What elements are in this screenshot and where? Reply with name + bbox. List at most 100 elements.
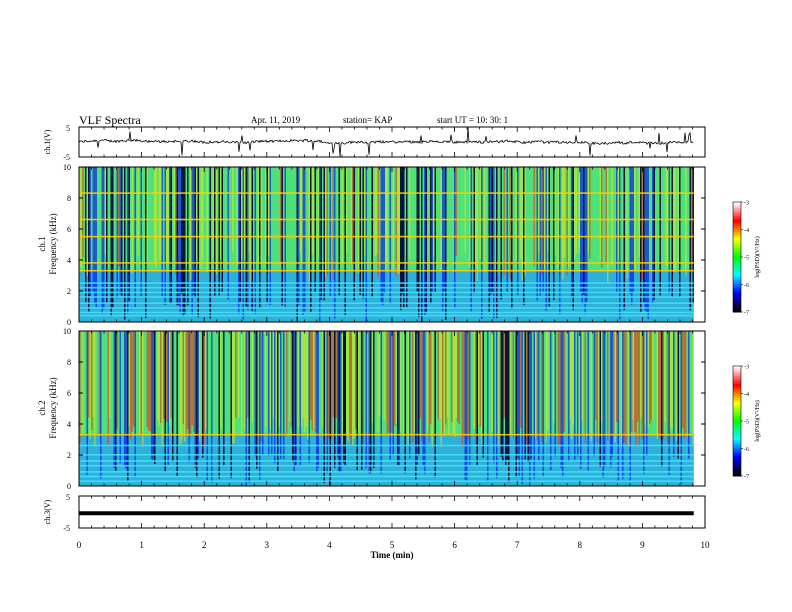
spectrogram-streak bbox=[428, 331, 430, 442]
spectrogram-streak bbox=[425, 167, 427, 314]
spectrogram-streak bbox=[497, 331, 499, 447]
spectrogram-streak bbox=[274, 331, 276, 463]
spectrogram-streak bbox=[475, 167, 477, 266]
spectrogram-streak bbox=[664, 331, 666, 422]
spectrogram-streak bbox=[404, 331, 406, 474]
ch2-spec-ylabel-channel: ch.2 bbox=[37, 400, 47, 415]
spectrogram-streak bbox=[418, 331, 420, 456]
spectrogram-streak bbox=[602, 331, 604, 478]
colorbar-segment bbox=[733, 440, 741, 443]
spectrogram-streak bbox=[106, 167, 108, 303]
colorbar-segment bbox=[733, 416, 741, 419]
colorbar-tick-label: -6 bbox=[744, 447, 749, 453]
colorbar-label: log(PSD)(V²/Hz) bbox=[754, 400, 761, 441]
spectrogram-streak bbox=[545, 167, 547, 311]
colorbar-segment bbox=[733, 268, 741, 271]
spectrogram-streak bbox=[313, 331, 315, 429]
spectrogram-streak bbox=[298, 331, 300, 428]
spectrogram-streak bbox=[227, 167, 229, 300]
spectrogram-streak bbox=[509, 331, 511, 436]
spectrogram-streak bbox=[647, 331, 649, 427]
spectrogram-streak bbox=[271, 331, 273, 456]
spectrogram-streak bbox=[667, 167, 669, 270]
spectrogram-streak bbox=[85, 167, 87, 302]
spectrogram-narrowband-line bbox=[79, 192, 694, 194]
spectrogram-streak bbox=[478, 331, 480, 425]
colorbar-segment bbox=[733, 278, 741, 281]
spectrogram-streak bbox=[614, 331, 616, 443]
spectrogram-streak bbox=[89, 331, 91, 440]
spectrogram-streak bbox=[542, 331, 544, 477]
spectrogram-streak bbox=[508, 331, 510, 483]
colorbar-segment bbox=[733, 436, 741, 439]
spectrogram-streak bbox=[434, 331, 436, 478]
spectrogram-streak bbox=[424, 167, 426, 315]
spectrogram-streak bbox=[475, 331, 477, 445]
spectrogram-streak bbox=[505, 331, 507, 466]
colorbar-tick-label: -5 bbox=[744, 420, 749, 426]
spectrogram-streak bbox=[533, 167, 535, 267]
spectrogram-streak bbox=[359, 167, 361, 295]
spectrogram-streak bbox=[469, 167, 471, 268]
spectrogram-streak bbox=[616, 331, 618, 423]
spectrogram-streak bbox=[170, 167, 172, 303]
spectrogram-streak bbox=[550, 331, 552, 471]
spectrogram-streak bbox=[656, 331, 658, 439]
spectrogram-streak bbox=[352, 167, 354, 264]
spectrogram-streak bbox=[661, 331, 663, 467]
spectrogram-streak bbox=[206, 331, 208, 482]
start-time-label: start UT = 10: 30: 1 bbox=[437, 115, 509, 125]
ytick-label: 10 bbox=[63, 163, 71, 172]
spectrogram-streak bbox=[626, 167, 628, 280]
spectrogram-streak bbox=[104, 167, 106, 254]
spectrogram-streak bbox=[167, 331, 169, 465]
colorbar-tick-label: -3 bbox=[744, 201, 749, 207]
spectrogram-streak bbox=[542, 167, 544, 292]
spectrogram-streak bbox=[454, 331, 456, 437]
spectrogram-streak bbox=[580, 167, 582, 293]
spectrogram-streak bbox=[458, 331, 460, 424]
spectrogram-streak bbox=[649, 331, 651, 424]
spectrogram-streak bbox=[223, 331, 225, 467]
spectrogram-streak bbox=[265, 331, 267, 428]
spectrogram-streak bbox=[430, 331, 432, 424]
spectrogram-streak bbox=[340, 331, 342, 473]
spectrogram-streak bbox=[398, 331, 400, 466]
spectrogram-streak bbox=[238, 331, 240, 418]
spectrogram-streak bbox=[461, 331, 463, 447]
spectrogram-streak bbox=[557, 331, 559, 445]
date-label: Apr. 11, 2019 bbox=[251, 115, 301, 125]
spectrogram-streak bbox=[302, 331, 304, 419]
spectrogram-streak bbox=[368, 331, 370, 474]
spectrogram-narrowband-line bbox=[79, 454, 694, 456]
spectrogram-streak bbox=[338, 331, 340, 473]
spectrogram-narrowband-line bbox=[79, 480, 694, 482]
spectrogram-streak bbox=[124, 167, 126, 320]
spectrogram-streak bbox=[641, 167, 643, 280]
colorbar-segment bbox=[733, 402, 741, 405]
spectrogram-streak bbox=[479, 331, 481, 427]
ch1-waveform-panel: 5 -5 ch.1(V) bbox=[43, 124, 706, 162]
spectrogram-streak bbox=[191, 331, 193, 426]
spectrogram-streak bbox=[98, 331, 100, 436]
spectrogram-streak bbox=[634, 331, 636, 433]
spectrogram-streak bbox=[248, 331, 250, 483]
spectrogram-streak bbox=[620, 331, 622, 444]
spectrogram-narrowband-line bbox=[79, 433, 694, 436]
spectrogram-streak bbox=[194, 167, 196, 298]
spectrogram-streak bbox=[161, 331, 163, 447]
spectrogram-streak bbox=[629, 167, 631, 295]
spectrogram-streak bbox=[128, 331, 130, 426]
ch1-waveform-trace bbox=[78, 127, 694, 157]
spectrogram-streak bbox=[116, 331, 118, 429]
spectrogram-streak bbox=[377, 167, 379, 277]
spectrogram-streak bbox=[604, 331, 606, 468]
spectrogram-streak bbox=[103, 167, 105, 310]
colorbar-segment bbox=[733, 420, 741, 423]
spectrogram-streak bbox=[641, 331, 643, 440]
spectrogram-streak bbox=[491, 331, 493, 432]
spectrogram-streak bbox=[82, 167, 84, 258]
spectrogram-streak bbox=[79, 167, 81, 268]
spectrogram-streak bbox=[275, 331, 277, 432]
spectrogram-streak bbox=[536, 167, 538, 301]
